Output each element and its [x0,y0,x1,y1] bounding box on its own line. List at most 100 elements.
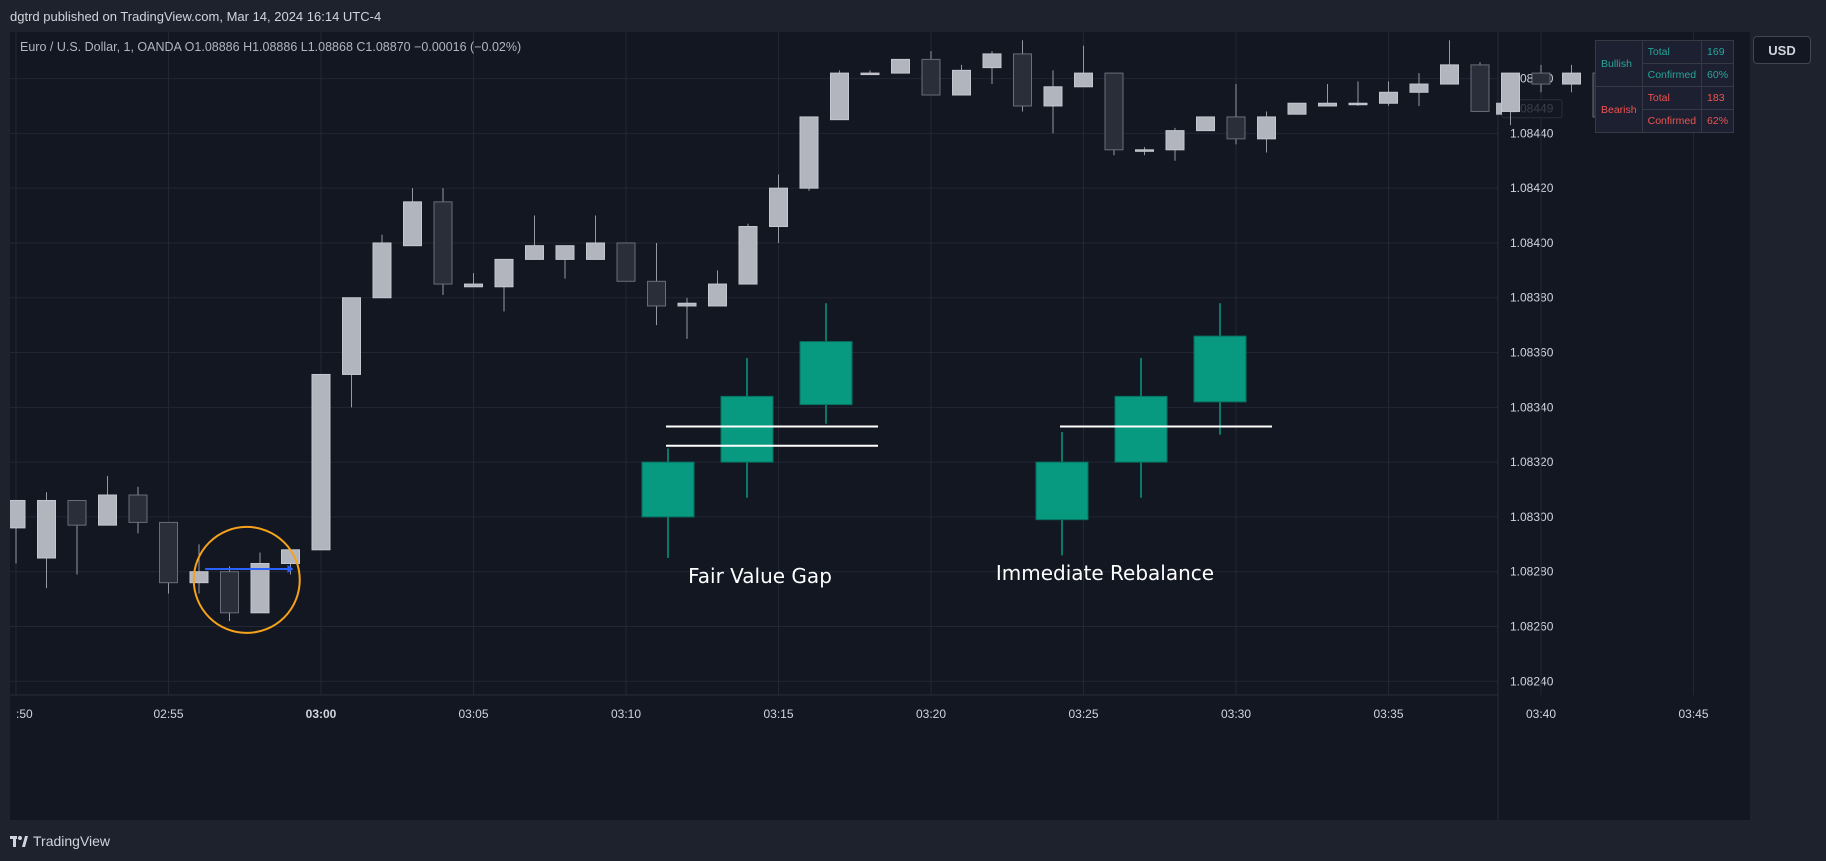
fvg-candle-body [641,461,695,518]
candle-body [403,201,422,247]
candle-body [1074,72,1093,88]
candle-body [830,72,849,121]
time-tick-label: 03:15 [763,707,793,721]
candle-body [67,499,87,526]
time-tick-label: 03:10 [611,707,641,721]
time-tick-label: 03:00 [306,707,337,721]
candlestick-chart[interactable]: 1.084601.084401.084201.084001.083801.083… [10,32,1750,820]
time-tick-label: 03:20 [916,707,946,721]
candle-body [982,53,1002,69]
close-label: C [356,40,366,54]
candle-body [769,187,788,228]
candle-body [1287,102,1307,115]
candle-body [1470,64,1490,112]
time-tick-label: :50 [16,707,33,721]
table-row: Confirmed 60% [1596,63,1735,87]
price-tick-label: 1.08240 [1510,674,1554,688]
bear-total-value: 183 [1701,86,1735,110]
candle-body [738,226,758,285]
bull-confirmed-value: 60% [1701,63,1735,87]
high-label: H [243,40,253,54]
candle-body [1501,72,1520,112]
candle-body [586,242,605,260]
open-label: O [184,40,195,54]
candle-body [555,245,575,260]
published-note: dgtrd published on TradingView.com, Mar … [10,9,382,24]
candle-body [10,499,26,529]
candle-body [708,283,727,307]
candle-body [128,494,148,523]
candle-body [616,242,636,282]
candle-body [250,562,270,614]
annotation-label: Fair Value Gap [688,564,832,588]
tradingview-logo[interactable]: TradingView [10,833,110,849]
currency-button[interactable]: USD [1753,36,1811,64]
time-tick-label: 03:30 [1221,707,1251,721]
candle-body [1165,130,1185,151]
candle-body [311,373,331,551]
high-value: 1.08886 [252,40,298,54]
candle-body [1531,72,1551,85]
price-tick-label: 1.08300 [1510,510,1554,524]
price-tick-label: 1.08360 [1510,346,1554,360]
bear-confirmed-value: 62% [1701,109,1735,133]
price-tick-label: 1.08340 [1510,400,1554,414]
price-tick-label: 1.08380 [1510,291,1554,305]
bearish-label: Bearish [1595,86,1643,133]
candle-body [464,283,483,288]
table-row: Bullish Total 169 [1595,40,1735,87]
open-value: 1.08886 [194,40,240,54]
candle-body [189,571,209,584]
candle-body [860,72,880,76]
chart-area[interactable]: 1.084601.084401.084201.084001.083801.083… [10,32,1750,820]
last-price-tick [1496,102,1502,115]
low-value: 1.08868 [307,40,353,54]
table-row: Bearish Total 183 [1595,86,1735,133]
fvg-candle-body [720,395,774,463]
low-label: L [300,40,308,54]
table-row: Confirmed 62% [1596,109,1735,133]
candle-body [1257,116,1276,140]
time-tick-label: 03:40 [1526,707,1556,721]
candle-body [37,499,56,559]
tradingview-brand: TradingView [33,833,111,849]
candle-body [677,302,697,307]
bullish-label: Bullish [1595,40,1643,87]
bull-total-label: Total [1641,40,1703,64]
footer-bar: TradingView [0,820,1826,861]
candle-body [1104,72,1124,151]
candle-body [525,245,544,260]
candle-body [1318,102,1337,107]
last-price-label: 1.08449 [1510,102,1554,116]
symbol-name: Euro / U.S. Dollar, 1, OANDA [20,40,182,54]
candle-body [1379,91,1398,104]
candle-body [1440,64,1459,85]
candle-body [891,58,910,74]
fvg-candle-body [1035,461,1089,521]
price-tick-label: 1.08280 [1510,565,1554,579]
candle-body [98,494,117,526]
candle-body [1135,149,1154,152]
candle-body [799,116,819,189]
candle-body [159,521,178,584]
price-tick-label: 1.08260 [1510,620,1554,634]
candle-body [647,280,666,307]
candle-body [1043,86,1063,107]
candle-body [1409,83,1429,93]
close-value: 1.08870 [365,40,411,54]
fvg-candle-body [1193,335,1247,403]
symbol-legend: Euro / U.S. Dollar, 1, OANDA O1.08886 H1… [20,40,521,54]
candle-body [1013,53,1032,107]
candle-body [1226,116,1246,140]
time-tick-label: 03:45 [1678,707,1708,721]
time-tick-label: 03:35 [1373,707,1403,721]
price-tick-label: 1.08420 [1510,181,1554,195]
candle-body [433,201,453,285]
bear-total-label: Total [1641,86,1703,110]
price-tick-label: 1.08400 [1510,236,1554,250]
candle-body [1562,72,1581,85]
candle-body [952,69,971,96]
time-tick-label: 03:05 [458,707,488,721]
candle-body [494,258,514,288]
time-tick-label: 02:55 [153,707,183,721]
